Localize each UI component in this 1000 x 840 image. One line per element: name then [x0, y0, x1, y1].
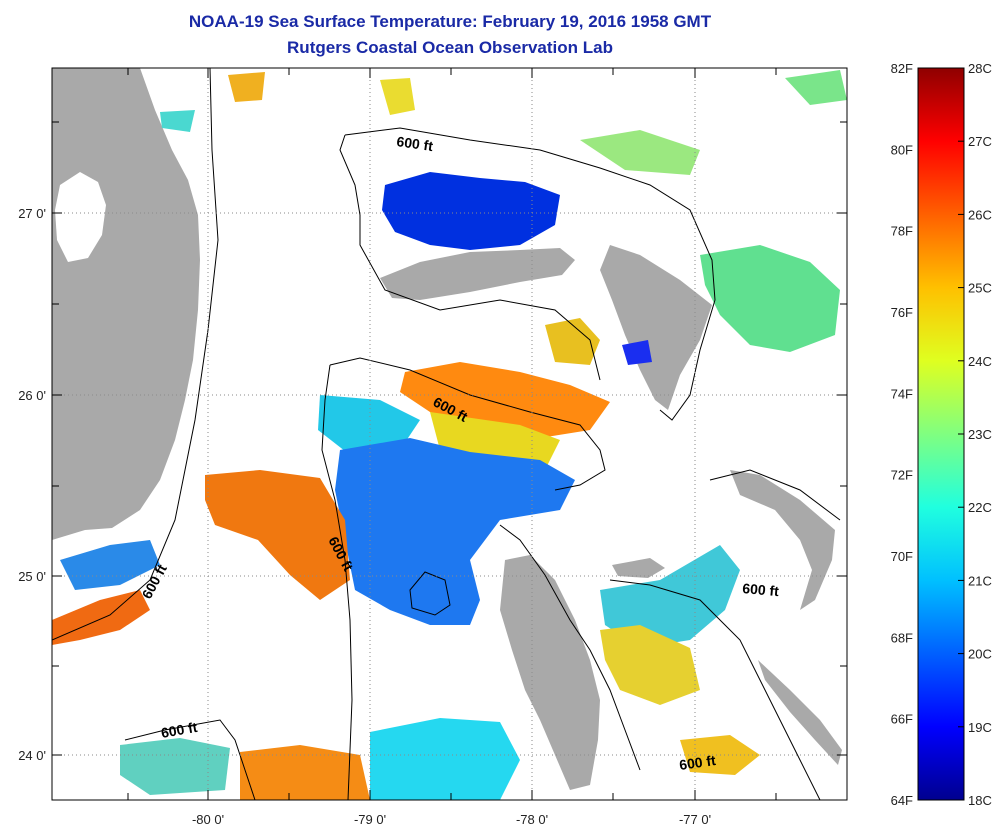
sst-patch-yellow-nw — [228, 72, 265, 102]
colorbar-ticks — [958, 67, 964, 801]
sst-patch-cold-north — [382, 172, 560, 250]
colorbar — [917, 67, 965, 801]
contour-grand-bahama — [339, 127, 716, 421]
sst-patch-cyan-band — [318, 395, 420, 455]
colorbar-f-label: 70F — [891, 549, 913, 564]
contour-loop — [409, 571, 451, 616]
eleuthera-land — [730, 470, 835, 610]
andros-land — [500, 555, 600, 790]
colorbar-c-label: 26C — [968, 207, 992, 222]
new-providence-land — [612, 558, 665, 578]
map-content: 600 ft 600 ft 600 ft 600 ft 600 ft 600 f… — [52, 68, 847, 800]
colorbar-f-label: 68F — [891, 630, 913, 645]
colorbar-c-label: 24C — [968, 354, 992, 369]
map-frame — [51, 67, 848, 801]
florida-land — [52, 68, 200, 540]
x-tick-label: -78 0' — [516, 812, 548, 827]
colorbar-celsius-labels: 28C 27C 26C 25C 24C 23C 22C 21C 20C 19C 18C — [968, 61, 992, 808]
grand-bahama-land — [380, 248, 575, 300]
colorbar-c-label: 20C — [968, 647, 992, 662]
colorbar-c-label: 18C — [968, 793, 992, 808]
colorbar-c-label: 27C — [968, 134, 992, 149]
colorbar-f-label: 74F — [891, 386, 913, 401]
sst-patch-yellow-se — [600, 625, 700, 705]
sst-patch-orange-west — [205, 470, 350, 600]
sst-patch-mix-sw — [120, 738, 230, 795]
contour-central — [321, 357, 606, 800]
x-tick-label: -77 0' — [679, 812, 711, 827]
contour-florida — [52, 68, 219, 641]
exuma-cays-land — [758, 660, 842, 765]
graticule — [52, 68, 847, 800]
contour-label: 600 ft — [396, 133, 435, 154]
x-tick-label: -79 0' — [354, 812, 386, 827]
colorbar-fahrenheit-labels: 82F 80F 78F 76F 74F 72F 70F 68F 66F 64F — [891, 61, 913, 808]
colorbar-f-label: 72F — [891, 468, 913, 483]
contour-label: 600 ft — [160, 719, 199, 741]
sst-patch-yellow-abaco — [545, 318, 600, 365]
sst-patch-blue-abaco — [622, 340, 652, 365]
y-tick-label: 27 0' — [18, 206, 46, 221]
colorbar-c-label: 28C — [968, 61, 992, 76]
axis-ticks — [52, 68, 847, 800]
map-title: NOAA-19 Sea Surface Temperature: Februar… — [188, 12, 712, 31]
sst-patch-yellow-top — [380, 78, 415, 115]
sst-patch-green-n — [580, 130, 700, 175]
map-subtitle: Rutgers Coastal Ocean Observation Lab — [287, 38, 613, 57]
y-tick-label: 26 0' — [18, 388, 46, 403]
colorbar-c-label: 25C — [968, 281, 992, 296]
x-tick-label: -80 0' — [192, 812, 224, 827]
y-tick-label: 24 0' — [18, 748, 46, 763]
sst-patch-cyan-south — [370, 718, 520, 800]
colorbar-c-label: 23C — [968, 427, 992, 442]
colorbar-f-label: 80F — [891, 142, 913, 157]
contours-600ft — [52, 68, 841, 800]
colorbar-f-label: 76F — [891, 305, 913, 320]
sst-patch-se-mix — [600, 545, 740, 648]
sst-patch-orange-south — [240, 745, 370, 800]
lake-okeechobee — [55, 172, 106, 262]
sst-patch-orange-sw — [52, 590, 150, 645]
sst-patch-green-top — [785, 70, 847, 105]
sst-patch-blue-central — [335, 438, 575, 625]
y-tick-label: 25 0' — [18, 569, 46, 584]
colorbar-c-label: 21C — [968, 573, 992, 588]
contour-label: 600 ft — [742, 580, 780, 599]
sst-patch-cyan-nw — [160, 110, 195, 132]
contour-andros — [499, 524, 641, 771]
colorbar-f-label: 66F — [891, 712, 913, 727]
colorbar-f-label: 64F — [891, 793, 913, 808]
contour-east — [609, 469, 841, 800]
contour-south — [124, 719, 256, 800]
colorbar-c-label: 19C — [968, 720, 992, 735]
colorbar-f-label: 78F — [891, 224, 913, 239]
colorbar-c-label: 22C — [968, 500, 992, 515]
abaco-land — [600, 245, 712, 410]
contour-label: 600 ft — [678, 752, 717, 773]
colorbar-f-label: 82F — [891, 61, 913, 76]
sst-patch-blue-keys — [60, 540, 160, 590]
sst-patch-green-ne — [700, 245, 840, 352]
